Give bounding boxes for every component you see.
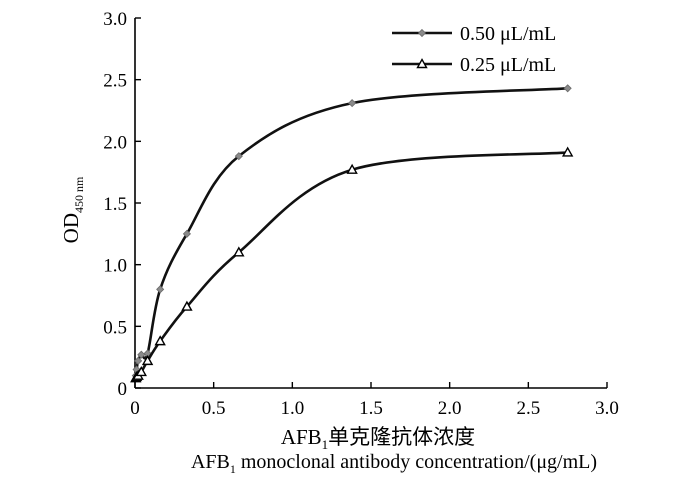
x-tick-label: 0 — [130, 398, 140, 419]
legend-item: 0.25 μL/mL — [392, 54, 556, 76]
x-axis-label-cn-sub: 1 — [322, 437, 329, 452]
x-axis-label-en-post: monoclonal antibody concentration/(μg/mL… — [236, 451, 597, 473]
x-tick-label: 0.5 — [202, 398, 226, 419]
x-tick-label: 1.5 — [359, 398, 383, 419]
data-point — [563, 84, 572, 93]
legend-label: 0.50 μL/mL — [460, 23, 556, 45]
y-axis-label: OD450 nm — [59, 176, 86, 243]
y-tick-label: 3.0 — [103, 9, 127, 30]
legend-marker — [416, 58, 428, 69]
y-tick-label: 0 — [118, 379, 128, 400]
data-point — [154, 335, 166, 346]
y-axis-label-sub: 450 nm — [72, 176, 86, 213]
x-axis-label-cn: AFB1单克隆抗体浓度 — [281, 425, 475, 452]
y-axis-label-main: OD — [59, 213, 83, 243]
x-tick-label: 2.0 — [438, 398, 462, 419]
x-axis-label-en-pre: AFB — [191, 451, 230, 473]
x-axis-label-en-sub: 1 — [230, 462, 236, 476]
legend-marker — [417, 28, 427, 38]
x-tick-label: 1.0 — [280, 398, 304, 419]
series-line — [134, 87, 568, 376]
x-axis-label-cn-post: 单克隆抗体浓度 — [328, 425, 475, 449]
x-tick-label: 3.0 — [595, 398, 619, 419]
data-point — [141, 354, 154, 366]
x-tick-label: 2.5 — [516, 398, 540, 419]
data-point — [134, 356, 143, 365]
y-tick-label: 1.5 — [103, 194, 127, 215]
x-axis-label-cn-pre: AFB — [281, 425, 322, 449]
x-axis-label-en: AFB1 monoclonal antibody concentration/(… — [191, 451, 597, 476]
legend-item: 0.50 μL/mL — [392, 23, 556, 45]
y-tick-label: 1.0 — [103, 256, 127, 277]
series-1 — [131, 84, 572, 380]
data-point — [346, 163, 358, 174]
y-tick-label: 2.5 — [103, 71, 127, 92]
data-point — [182, 229, 191, 238]
series-2 — [130, 146, 574, 383]
data-point — [234, 152, 243, 161]
data-point — [156, 285, 165, 294]
data-point — [181, 300, 193, 311]
data-point — [561, 146, 574, 157]
legend: 0.50 μL/mL 0.25 μL/mL — [392, 23, 556, 76]
legend-label: 0.25 μL/mL — [460, 54, 556, 76]
data-point — [348, 99, 357, 108]
series-line — [134, 151, 568, 379]
y-tick-label: 0.5 — [103, 317, 127, 338]
y-tick-label: 2.0 — [103, 132, 127, 153]
data-point — [233, 246, 245, 257]
data-point — [135, 366, 147, 377]
